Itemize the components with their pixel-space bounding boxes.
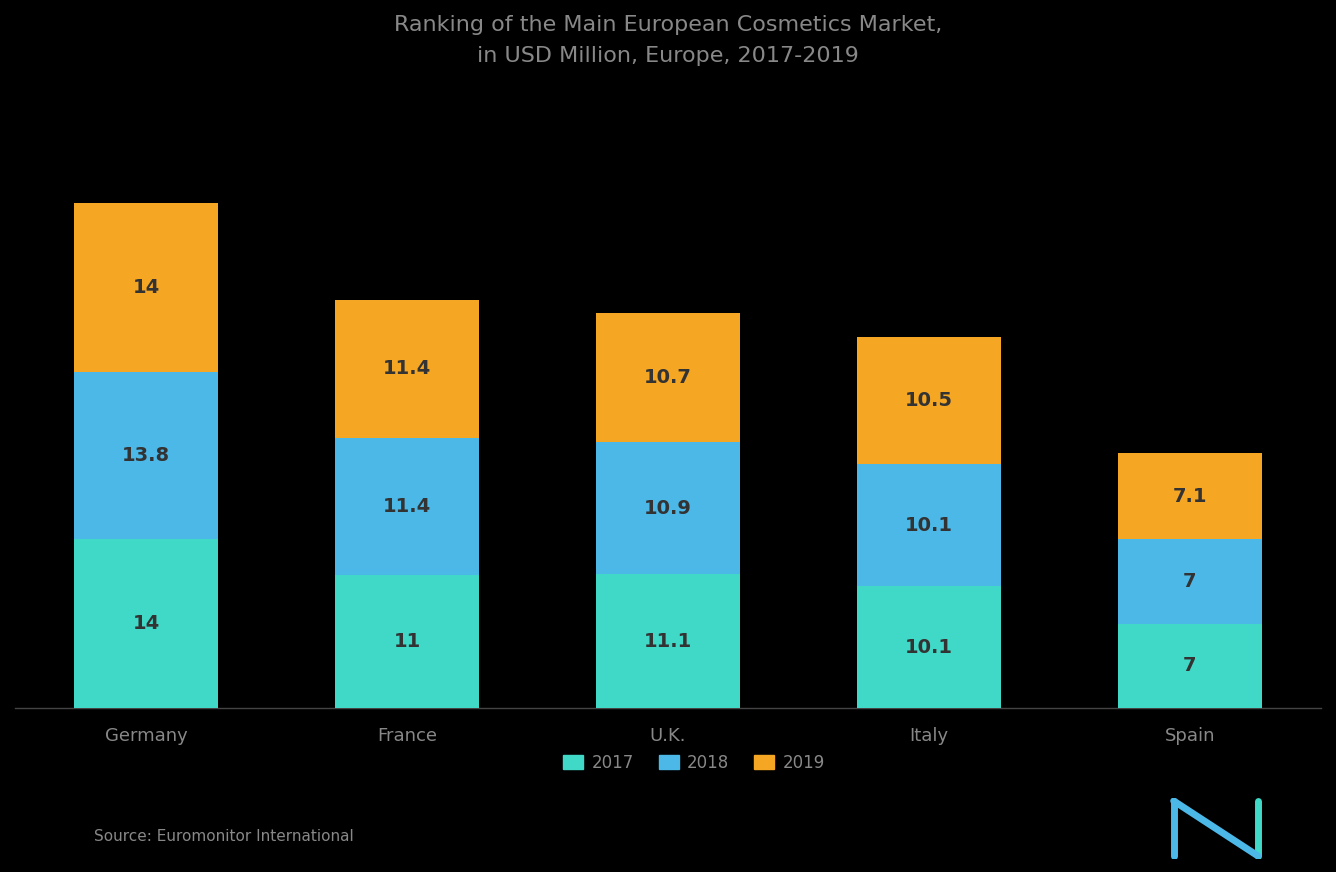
Text: 10.5: 10.5 bbox=[904, 392, 953, 410]
Text: 14: 14 bbox=[132, 278, 160, 297]
Text: 10.1: 10.1 bbox=[904, 515, 953, 535]
Text: 11.1: 11.1 bbox=[644, 631, 692, 651]
Text: 14: 14 bbox=[132, 614, 160, 633]
Text: 10.1: 10.1 bbox=[904, 637, 953, 657]
Bar bbox=[858, 337, 1001, 464]
Bar bbox=[75, 203, 218, 372]
Bar bbox=[858, 464, 1001, 586]
Text: 10.7: 10.7 bbox=[644, 368, 692, 387]
Bar bbox=[335, 300, 478, 438]
Bar bbox=[1118, 539, 1261, 623]
Bar bbox=[596, 442, 740, 574]
Bar bbox=[858, 586, 1001, 708]
Title: Ranking of the Main European Cosmetics Market,
in USD Million, Europe, 2017-2019: Ranking of the Main European Cosmetics M… bbox=[394, 15, 942, 66]
Bar bbox=[75, 539, 218, 708]
Bar bbox=[596, 313, 740, 442]
Bar bbox=[1118, 453, 1261, 539]
Text: 7.1: 7.1 bbox=[1173, 487, 1208, 506]
Text: 11: 11 bbox=[393, 632, 421, 651]
Text: 11.4: 11.4 bbox=[383, 359, 432, 378]
Bar bbox=[75, 372, 218, 539]
Bar bbox=[1118, 623, 1261, 708]
Text: 7: 7 bbox=[1184, 657, 1197, 676]
Bar bbox=[596, 574, 740, 708]
Text: 7: 7 bbox=[1184, 572, 1197, 591]
Text: Source: Euromonitor International: Source: Euromonitor International bbox=[94, 829, 353, 844]
Bar bbox=[335, 438, 478, 576]
Bar bbox=[335, 576, 478, 708]
Legend: 2017, 2018, 2019: 2017, 2018, 2019 bbox=[557, 747, 832, 779]
Text: 11.4: 11.4 bbox=[383, 497, 432, 516]
Text: 10.9: 10.9 bbox=[644, 499, 692, 518]
Text: 13.8: 13.8 bbox=[122, 446, 170, 465]
